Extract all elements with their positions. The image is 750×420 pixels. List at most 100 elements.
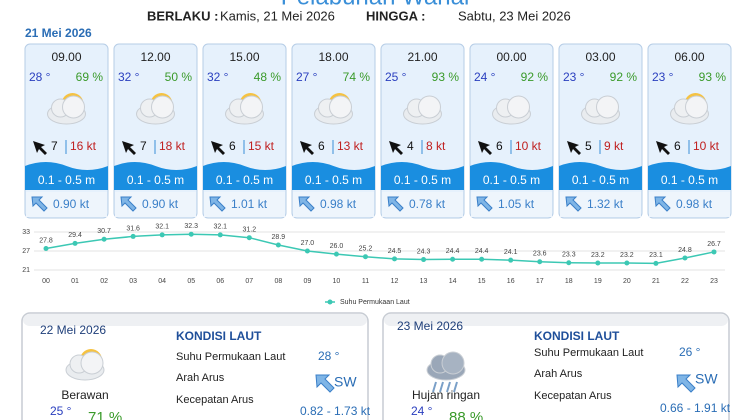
dir-label: Arah Arus [534,368,583,380]
card-humidity: 92 % [521,70,549,84]
x-tick-label: 16 [507,278,515,285]
point [275,242,281,248]
value-label: 24.3 [417,248,431,255]
wind-arrow [211,141,225,155]
card-gust: 10 kt [693,139,720,153]
card-temp: 32 ° [118,70,140,84]
card-time: 00.00 [496,50,526,64]
dir-label: Arah Arus [176,372,225,384]
x-tick-label: 11 [362,278,369,285]
card-humidity: 93 % [699,70,727,84]
value-label: 23.3 [562,252,576,259]
point [479,256,485,262]
point [653,260,659,266]
day-panel-head [384,314,728,326]
wind-arrow [122,141,136,155]
current-arrow [120,196,137,212]
y-tick-label: 21 [22,267,30,274]
x-tick-label: 06 [216,278,224,285]
current-arrow [565,196,582,212]
card-humidity: 50 % [165,70,193,84]
wave-band [381,162,464,190]
cloud-icon [240,95,263,119]
day-date: 22 Mei 2026 [40,323,106,337]
value-label: 23.2 [591,252,605,259]
sst-value: 28 ° [318,349,340,363]
valid-to-label: HINGGA : [366,8,425,23]
day-weather: Hujan ringan [412,388,480,402]
card-time: 18.00 [318,50,348,64]
value-label: 24.5 [388,248,402,255]
card-temp: 24 ° [474,70,496,84]
card-current: 1.01 kt [231,197,268,211]
dir-value: SW [334,374,357,390]
card-gust: 9 kt [604,139,624,153]
card-wind: 4 [407,139,414,153]
cloud-icon [418,95,441,119]
card-wave: 0.1 - 0.5 m [661,173,718,187]
x-tick-label: 10 [333,278,341,285]
day-date: 23 Mei 2026 [397,319,463,333]
day-panel [382,312,730,420]
current-arrow [298,196,315,212]
card-humidity: 48 % [254,70,282,84]
value-label: 24.8 [678,247,692,254]
value-label: 32.1 [155,224,169,231]
card-temp: 28 ° [29,70,51,84]
day-temp: 24 ° [411,404,433,418]
cloud-icon [62,95,85,119]
point [333,251,339,257]
card-wind: 6 [496,139,503,153]
current-arrow [31,196,48,212]
x-tick-label: 07 [245,278,253,285]
card-humidity: 93 % [432,70,460,84]
x-tick-label: 18 [565,278,573,285]
card-time: 09.00 [51,50,81,64]
card-humidity: 92 % [610,70,638,84]
y-tick-label: 33 [22,229,30,236]
dir-arrow [676,374,696,393]
point [217,232,223,238]
card-humidity: 74 % [343,70,371,84]
day-humidity: 88 % [449,409,483,420]
speed-label: Kecepatan Arus [176,394,254,406]
sst-label: Suhu Permukaan Laut [534,347,643,359]
card-gust: 10 kt [515,139,542,153]
card-wave: 0.1 - 0.5 m [216,173,273,187]
card-current: 0.98 kt [676,197,713,211]
point [304,248,310,254]
valid-to: Sabtu, 23 Mei 2026 [458,8,571,23]
line [45,233,715,265]
speed-label: Kecepatan Arus [534,390,612,402]
rain-icon [432,381,437,393]
x-tick-label: 12 [391,278,399,285]
point [72,240,78,246]
x-tick-label: 03 [129,278,137,285]
value-label: 26.7 [707,241,721,248]
valid-from-label: BERLAKU : [147,8,219,23]
cloud-icon [441,351,465,375]
wind-arrow [389,141,403,155]
x-tick-label: 23 [710,278,718,285]
value-label: 23.2 [620,252,634,259]
x-tick-label: 13 [420,278,428,285]
rain-icon [446,381,451,393]
value-label: 32.1 [213,224,227,231]
card-wave: 0.1 - 0.5 m [572,173,629,187]
rain-icon [453,381,458,393]
legend-dot [327,299,333,305]
card-wind: 7 [51,139,58,153]
x-tick-label: 00 [42,278,50,285]
day-panel-head [23,314,367,326]
current-arrow [387,196,404,212]
point [130,233,136,239]
point [566,260,572,266]
cloud-icon [685,95,708,119]
card-time: 15.00 [229,50,259,64]
card-wave: 0.1 - 0.5 m [483,173,540,187]
speed-value: 0.66 - 1.91 kt [660,401,731,415]
x-tick-label: 21 [652,278,660,285]
day-temp: 25 ° [50,404,72,418]
wind-arrow [567,141,581,155]
